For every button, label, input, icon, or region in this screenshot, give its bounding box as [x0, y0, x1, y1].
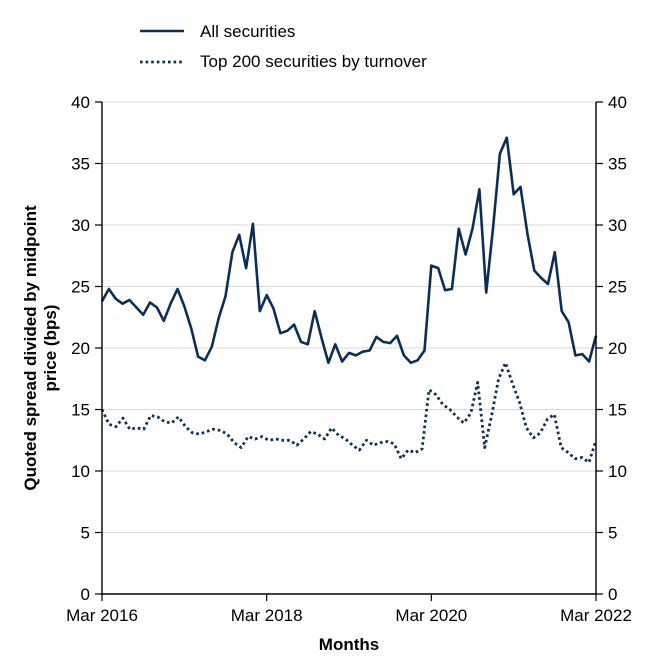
series-line-top-200: [100, 361, 598, 464]
x-axis-ticks: Mar 2016 Mar 2018 Mar 2020 Mar 2022: [66, 594, 632, 625]
y-tick-label-left: 0: [81, 585, 90, 604]
y-tick-label-right: 35: [608, 155, 627, 174]
x-tick-label: Mar 2016: [66, 606, 138, 625]
y-tick-label-right: 25: [608, 278, 627, 297]
y-axis-right-ticks: 0 5 10 15 20 25 30 35 40: [596, 93, 627, 604]
y-tick-label-left: 20: [71, 339, 90, 358]
y-tick-label-right: 40: [608, 93, 627, 112]
y-tick-label-right: 5: [608, 524, 617, 543]
y-tick-label-right: 30: [608, 216, 627, 235]
y-axis-title-line-1: Quoted spread divided by midpoint: [21, 205, 40, 491]
y-axis-title-line-2: price (bps): [41, 305, 60, 392]
y-tick-label-left: 40: [71, 93, 90, 112]
series-lines: [100, 136, 598, 464]
y-tick-label-left: 10: [71, 462, 90, 481]
x-axis-title: Months: [319, 635, 379, 654]
y-tick-label-right: 20: [608, 339, 627, 358]
y-tick-label-left: 25: [71, 278, 90, 297]
y-tick-label-right: 15: [608, 401, 627, 420]
legend-label-top-200: Top 200 securities by turnover: [200, 52, 427, 71]
y-tick-label-right: 0: [608, 585, 617, 604]
y-axis-title: Quoted spread divided by midpoint price …: [21, 205, 60, 491]
grid-lines: [102, 101, 596, 533]
legend: All securities Top 200 securities by tur…: [140, 22, 427, 71]
legend-label-all-securities: All securities: [200, 22, 295, 41]
x-tick-label: Mar 2020: [395, 606, 467, 625]
y-tick-label-right: 10: [608, 462, 627, 481]
x-tick-label: Mar 2022: [560, 606, 632, 625]
y-tick-label-left: 15: [71, 401, 90, 420]
y-tick-label-left: 30: [71, 216, 90, 235]
series-line-all-securities: [100, 136, 598, 365]
x-tick-label: Mar 2018: [231, 606, 303, 625]
y-tick-label-left: 35: [71, 155, 90, 174]
y-tick-label-left: 5: [81, 524, 90, 543]
y-axis-left-ticks: 0 5 10 15 20 25 30 35 40: [71, 93, 102, 604]
